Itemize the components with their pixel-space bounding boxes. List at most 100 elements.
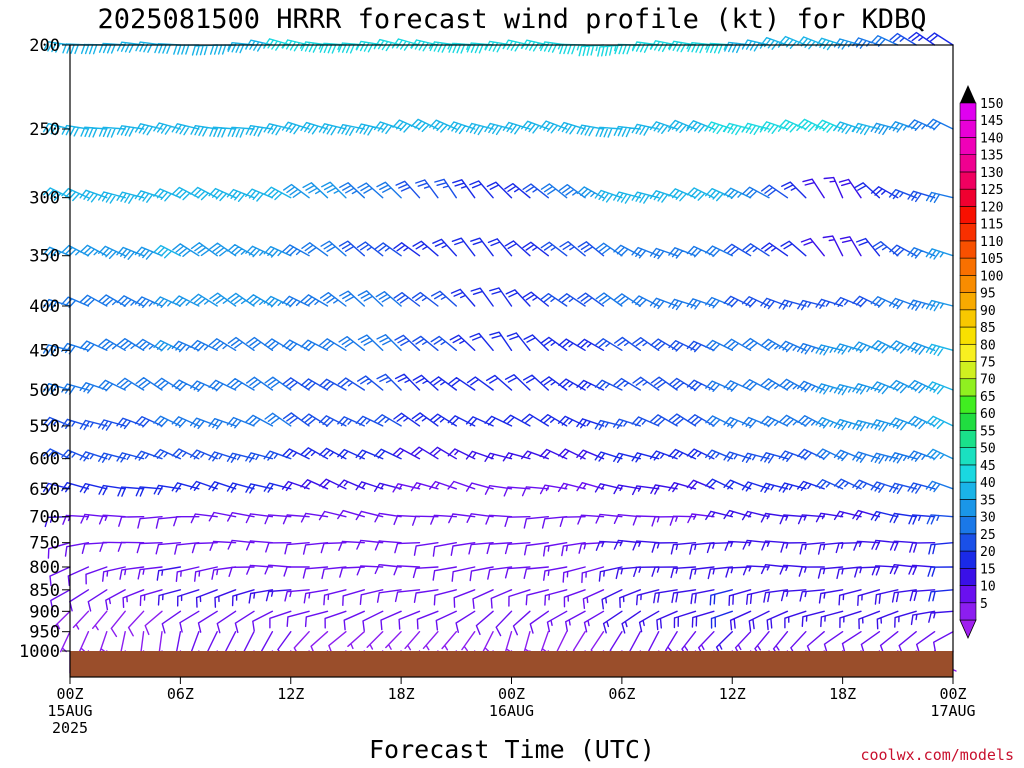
wind-barb bbox=[263, 246, 292, 258]
wind-barb bbox=[385, 631, 402, 650]
wind-barb bbox=[447, 448, 476, 460]
wind-barb bbox=[373, 121, 402, 135]
wind-barb bbox=[823, 176, 844, 199]
wind-barb bbox=[318, 123, 347, 136]
wind-barb bbox=[300, 378, 329, 391]
wind-barb bbox=[833, 478, 862, 490]
wind-barb bbox=[393, 242, 421, 257]
wind-barb bbox=[797, 514, 825, 525]
wind-barb bbox=[833, 510, 862, 521]
colorbar-segment bbox=[959, 223, 977, 242]
wind-barb bbox=[155, 542, 182, 555]
wind-barb bbox=[429, 413, 457, 427]
wind-barb bbox=[319, 378, 347, 391]
wind-barb bbox=[300, 339, 329, 352]
wind-barb bbox=[650, 414, 678, 427]
wind-barb bbox=[189, 449, 218, 460]
wind-barb bbox=[118, 516, 145, 527]
wind-barb bbox=[226, 482, 255, 493]
wind-barb bbox=[907, 119, 936, 131]
wind-barb bbox=[398, 610, 421, 630]
wind-barb bbox=[448, 513, 476, 524]
wind-barb bbox=[504, 240, 531, 257]
wind-barb bbox=[394, 589, 421, 603]
wind-barb bbox=[871, 565, 899, 576]
wind-barb bbox=[171, 295, 200, 307]
wind-barb bbox=[263, 450, 292, 461]
wind-barb bbox=[543, 542, 568, 557]
ground-layer bbox=[70, 651, 953, 677]
wind-barb bbox=[469, 180, 494, 199]
wind-barb bbox=[595, 126, 623, 138]
wind-barb bbox=[925, 381, 954, 395]
wind-barb bbox=[889, 244, 917, 257]
wind-barb bbox=[98, 452, 126, 463]
wind-barb bbox=[523, 516, 549, 529]
wind-barb bbox=[189, 480, 218, 491]
wind-barb bbox=[631, 416, 660, 427]
wind-barb bbox=[797, 36, 825, 50]
wind-barb bbox=[190, 242, 218, 257]
colorbar-segment bbox=[959, 378, 977, 397]
wind-barb bbox=[799, 542, 825, 555]
wind-barb bbox=[412, 374, 439, 391]
colorbar-label: 35 bbox=[980, 493, 996, 508]
wind-barb bbox=[820, 610, 844, 628]
wind-barb bbox=[760, 297, 789, 310]
wind-barb bbox=[852, 479, 881, 490]
wind-barb bbox=[797, 448, 825, 461]
wind-barb bbox=[304, 610, 329, 628]
wind-barb bbox=[686, 187, 715, 201]
wind-barb bbox=[524, 542, 549, 556]
wind-barb bbox=[576, 379, 605, 391]
wind-barb bbox=[465, 482, 494, 492]
wind-barb bbox=[853, 540, 881, 551]
wind-barb bbox=[907, 379, 936, 394]
wind-barb bbox=[208, 338, 237, 351]
wind-barb bbox=[376, 589, 402, 603]
wind-barb bbox=[337, 377, 365, 391]
wind-barb bbox=[539, 414, 568, 427]
colorbar-label: 145 bbox=[980, 114, 1003, 129]
wind-barb bbox=[619, 589, 641, 608]
wind-barb bbox=[815, 298, 844, 309]
wind-barb bbox=[42, 246, 71, 259]
wind-barb bbox=[833, 296, 862, 307]
wind-barb bbox=[429, 480, 457, 490]
wind-barb bbox=[80, 126, 108, 138]
wind-barb bbox=[576, 418, 605, 429]
wind-barb bbox=[226, 452, 255, 463]
wind-barb bbox=[171, 186, 200, 201]
wind-barb bbox=[653, 589, 678, 604]
wind-barb bbox=[98, 245, 126, 260]
wind-barb bbox=[42, 448, 71, 460]
wind-barb bbox=[778, 35, 807, 49]
wind-barb bbox=[153, 484, 182, 496]
wind-barb bbox=[42, 123, 71, 136]
wind-barb bbox=[576, 338, 605, 351]
colorbar-label: 30 bbox=[980, 511, 996, 526]
wind-barb bbox=[376, 181, 402, 199]
wind-barb bbox=[190, 186, 218, 201]
wind-barb bbox=[858, 610, 881, 630]
wind-barb bbox=[565, 610, 586, 632]
wind-barb bbox=[910, 610, 936, 626]
wind-barb bbox=[432, 566, 457, 581]
wind-barb bbox=[908, 514, 936, 525]
colorbar-segment bbox=[959, 206, 977, 224]
wind-barb bbox=[724, 41, 752, 54]
wind-barb bbox=[374, 414, 402, 427]
wind-barb bbox=[741, 481, 770, 492]
wind-barb bbox=[281, 121, 310, 135]
wind-barb bbox=[889, 379, 917, 394]
wind-barb bbox=[470, 237, 494, 257]
wind-barb bbox=[925, 480, 954, 493]
y-tick-label: 250 bbox=[29, 120, 60, 140]
wind-barb bbox=[157, 589, 182, 606]
wind-barb bbox=[839, 610, 862, 629]
wind-barb bbox=[98, 294, 126, 307]
wind-barb bbox=[338, 336, 365, 351]
y-tick-label: 200 bbox=[29, 36, 60, 56]
wind-barb bbox=[870, 381, 899, 395]
wind-barb bbox=[264, 412, 292, 427]
